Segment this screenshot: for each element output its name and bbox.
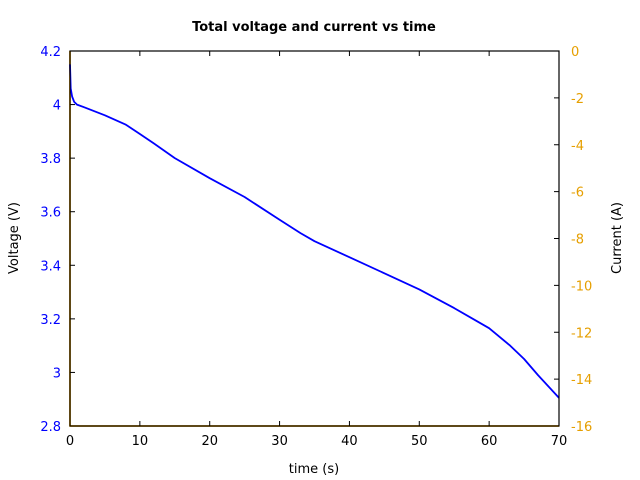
chart-title: Total voltage and current vs time (192, 20, 436, 35)
y2-tick-label: -14 (571, 373, 592, 388)
y-tick-label: 3.6 (40, 206, 61, 221)
x-tick-label: 70 (551, 434, 568, 449)
y2-tick-label: 0 (571, 45, 579, 60)
y2-tick-label: -6 (571, 186, 584, 201)
x-tick-label: 10 (132, 434, 149, 449)
y-axis-right-label: Current (A) (610, 202, 625, 274)
y-axis-right-ticks: -16 -14 -12 -10 -8 -6 -4 -2 0 (554, 45, 592, 435)
x-tick-label: 40 (341, 434, 358, 449)
y-tick-label: 3.2 (40, 313, 61, 328)
x-tick-label: 0 (66, 434, 74, 449)
y-tick-label: 3 (53, 366, 61, 381)
y-axis-left-ticks: 2.8 3 3.2 3.4 3.6 3.8 4 4.2 (40, 45, 75, 435)
y-axis-left-label: Voltage (V) (7, 202, 22, 274)
x-axis-ticks: 0 10 20 30 40 50 60 70 (66, 51, 567, 449)
x-tick-label: 60 (481, 434, 498, 449)
y-tick-label: 3.4 (40, 259, 61, 274)
y2-tick-label: -12 (571, 326, 592, 341)
x-tick-label: 20 (201, 434, 218, 449)
voltage-line (69, 64, 560, 399)
y-tick-label: 4 (53, 99, 61, 114)
current-line (69, 51, 559, 427)
plot-frame (69, 50, 560, 427)
y-tick-label: 2.8 (40, 420, 61, 435)
x-tick-label: 30 (271, 434, 288, 449)
y2-tick-label: -8 (571, 233, 584, 248)
x-tick-label: 50 (411, 434, 428, 449)
y2-tick-label: -4 (571, 139, 584, 154)
x-axis-label: time (s) (289, 462, 339, 477)
y-tick-label: 4.2 (40, 45, 61, 60)
y-tick-label: 3.8 (40, 152, 61, 167)
current-series (69, 51, 559, 427)
y2-tick-label: -16 (571, 420, 592, 435)
y2-tick-label: -10 (571, 279, 592, 294)
voltage-series (69, 64, 560, 399)
y2-tick-label: -2 (571, 92, 584, 107)
